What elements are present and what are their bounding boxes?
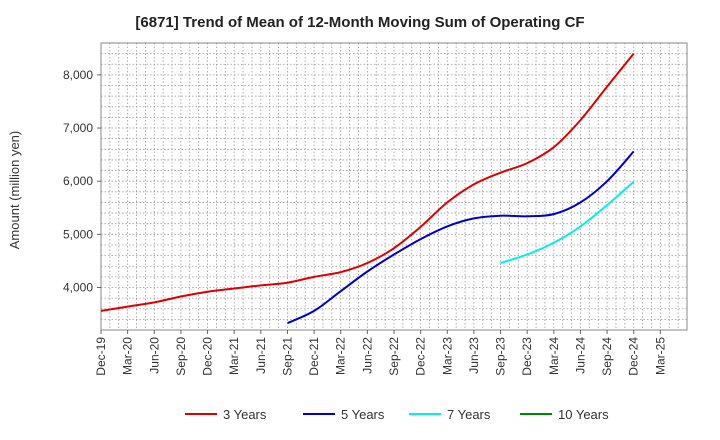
series-line-3-years — [100, 52, 635, 312]
grid-layer — [101, 43, 687, 330]
x-tick-label: Jun-21 — [254, 337, 268, 374]
x-tick-label: Sep-20 — [174, 337, 188, 376]
y-tick-label: 7,000 — [63, 121, 93, 135]
x-tick-label: Jun-23 — [467, 337, 481, 374]
series-line-7-years — [500, 180, 635, 264]
x-tick-label: Mar-22 — [334, 337, 348, 375]
legend-label-5-years: 5 Years — [341, 407, 385, 422]
x-tick-label: Dec-24 — [627, 337, 641, 376]
y-tick-label: 4,000 — [63, 280, 93, 294]
x-tick-label: Dec-22 — [414, 337, 428, 376]
x-tick-label: Jun-24 — [573, 337, 587, 374]
y-tick-label: 5,000 — [63, 227, 93, 241]
series-line-5-years — [287, 150, 635, 325]
x-tick-label: Dec-19 — [94, 337, 108, 376]
y-axis: 4,000 5,000 6,000 7,000 8,000 — [63, 68, 101, 294]
x-axis: Dec-19 Mar-20 Jun-20 Sep-20 Dec-20 Mar-21 Jun-… — [94, 330, 667, 376]
legend-label-3-years: 3 Years — [223, 407, 267, 422]
x-tick-label: Jun-20 — [147, 337, 161, 374]
x-tick-label: Sep-22 — [387, 337, 401, 376]
series-layer — [100, 52, 635, 325]
y-tick-label: 6,000 — [63, 174, 93, 188]
x-tick-label: Sep-21 — [280, 337, 294, 376]
x-tick-label: Mar-20 — [121, 337, 135, 375]
legend: 3 Years 5 Years 7 Years 10 Years — [185, 407, 609, 422]
legend-label-10-years: 10 Years — [558, 407, 609, 422]
x-tick-label: Mar-23 — [440, 337, 454, 375]
x-tick-label: Dec-20 — [201, 337, 215, 376]
x-tick-label: Sep-24 — [600, 337, 614, 376]
chart-title: [6871] Trend of Mean of 12-Month Moving … — [135, 14, 585, 31]
x-tick-label: Jun-22 — [360, 337, 374, 374]
x-tick-label: Dec-23 — [520, 337, 534, 376]
x-tick-label: Sep-23 — [494, 337, 508, 376]
x-tick-label: Dec-21 — [307, 337, 321, 376]
x-tick-label: Mar-24 — [547, 337, 561, 375]
x-tick-label: Mar-25 — [653, 337, 667, 375]
legend-label-7-years: 7 Years — [447, 407, 491, 422]
y-axis-label: Amount (million yen) — [7, 131, 22, 250]
x-tick-label: Mar-21 — [227, 337, 241, 375]
y-tick-label: 8,000 — [63, 68, 93, 82]
